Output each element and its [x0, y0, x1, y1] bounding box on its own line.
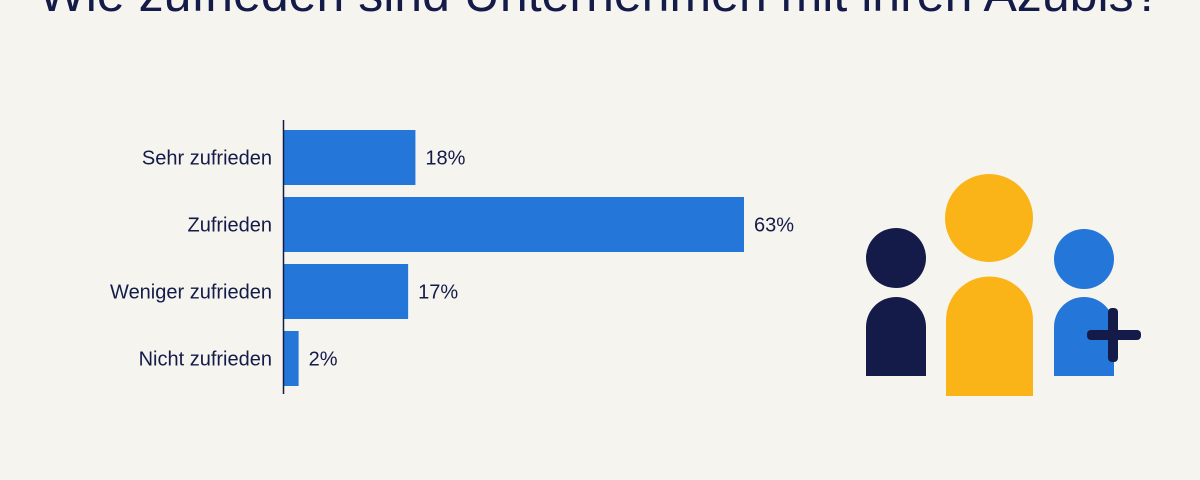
value-label: 17% [418, 282, 458, 304]
category-label: Zufrieden [188, 215, 273, 237]
plus-icon [1087, 308, 1141, 362]
bar-sehr-zufrieden [284, 130, 416, 185]
category-label: Weniger zufrieden [110, 282, 272, 304]
value-label: 2% [309, 349, 338, 371]
person-blue-icon [1054, 229, 1114, 376]
value-label: 18% [425, 148, 465, 170]
category-label: Sehr zufrieden [142, 148, 272, 170]
bar-zufrieden [284, 197, 744, 252]
category-label: Nicht zufrieden [139, 349, 272, 371]
chart-title: Wie zufrieden sind Unternehmen mit ihren… [0, 0, 1200, 26]
value-label: 63% [754, 215, 794, 237]
person-yellow-icon [945, 174, 1033, 396]
bar-weniger-zufrieden [284, 264, 409, 319]
bar-nicht-zufrieden [284, 331, 299, 386]
person-dark-icon [866, 228, 926, 376]
